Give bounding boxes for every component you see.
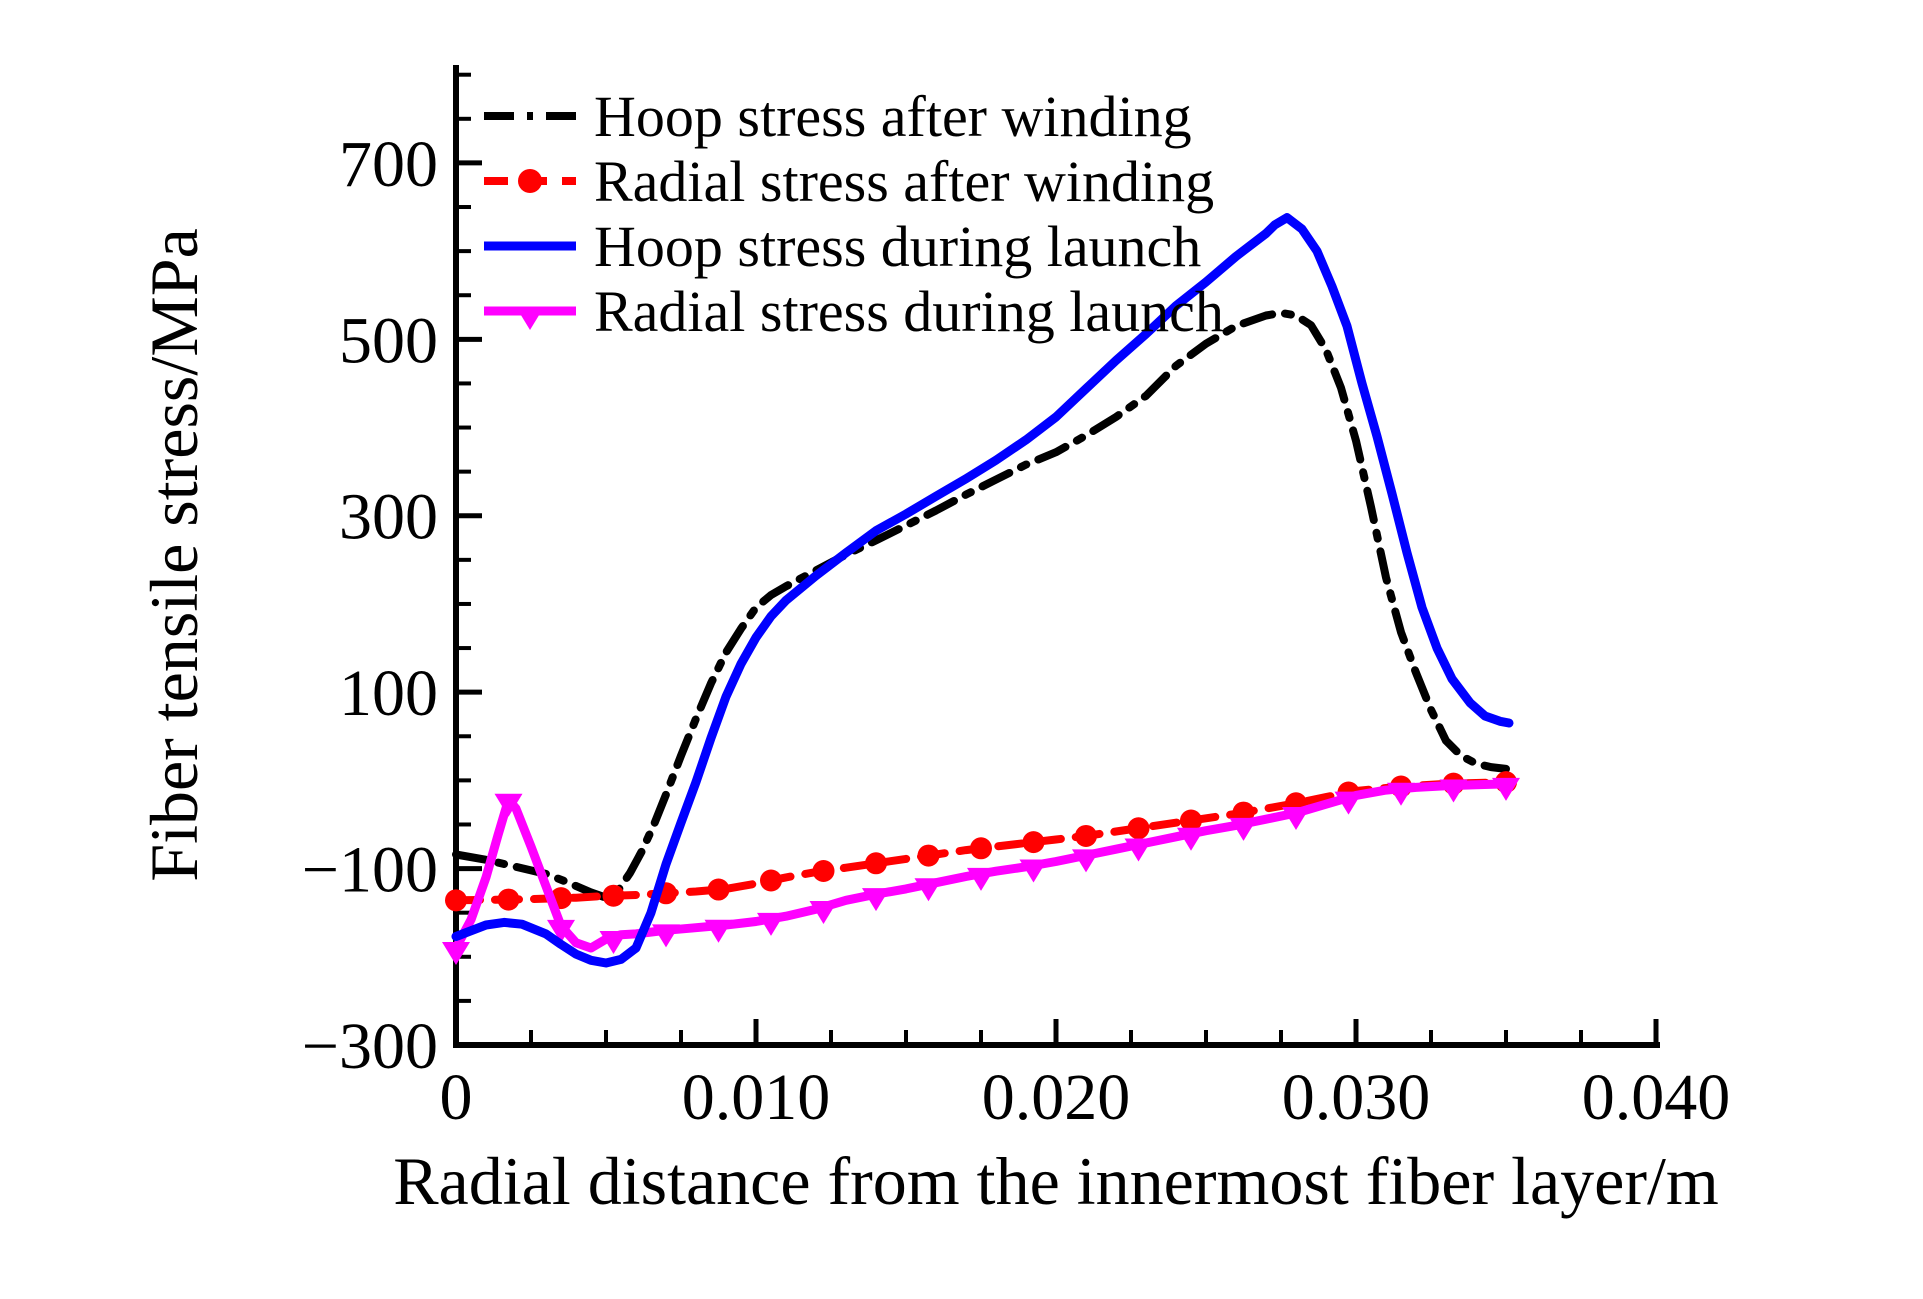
legend-label-radial-during-launch: Radial stress during launch [594,279,1224,344]
series-radial-stress-after-winding-marker [707,878,730,901]
legend-sample-triangle-marker [516,307,544,330]
series-radial-stress-during-launch-marker [862,888,890,912]
series-radial-stress-after-winding-marker [1075,824,1097,847]
y-tick-label: 700 [339,128,438,201]
series-radial-stress-during-launch-marker [442,941,470,965]
series-radial-stress-during-launch-marker [1177,827,1205,851]
series-radial-stress-during-launch-marker [1334,791,1363,815]
legend-label-hoop-after-winding: Hoop stress after winding [594,84,1192,149]
series-radial-stress-after-winding-marker [760,869,782,892]
y-tick-label: −300 [302,1010,438,1083]
legend-label-hoop-during-launch: Hoop stress during launch [594,214,1201,279]
x-tick-label: 0.020 [982,1061,1131,1134]
series-hoop-stress-after-winding [452,308,1510,902]
series-radial-stress-during-launch-marker [809,900,838,924]
series-radial-stress-during-launch-marker [1124,838,1153,862]
series-radial-stress-after-winding-marker [970,837,992,860]
series-radial-stress-during-launch-marker [1072,849,1100,873]
series-radial-stress-during-launch-marker [547,919,575,943]
series-radial-stress-during-launch-marker [1439,779,1468,803]
series-radial-stress-during-launch-marker [1282,807,1310,831]
series-radial-stress-after-winding-marker [917,844,940,867]
y-tick-label: 100 [339,657,438,730]
x-tick-label: 0.010 [682,1061,831,1134]
series-radial-stress-during-launch-marker [494,793,523,817]
series-radial-stress-during-launch-marker [1229,817,1258,841]
x-axis-title: Radial distance from the innermost fiber… [393,1143,1719,1219]
series-radial-stress-during-launch-marker [1019,859,1048,883]
series-radial-stress-after-winding-marker [1022,831,1045,854]
x-tick-label: 0.040 [1582,1061,1731,1134]
y-tick-label: 300 [339,481,438,554]
series-hoop-stress-after-winding-line [452,308,1510,902]
series-radial-stress-after-winding-marker [1180,809,1202,832]
legend-label-radial-after-winding: Radial stress after winding [594,149,1214,214]
y-axis-title: Fiber tensile stress/MPa [136,228,212,882]
series-radial-stress-during-launch-marker [914,878,943,902]
series-radial-stress-during-launch-marker [1387,782,1415,806]
series-radial-stress-after-winding-marker [812,860,835,883]
series-radial-stress-after-winding-marker [1127,817,1150,840]
series-radial-stress-after-winding-marker [865,852,887,875]
series-radial-stress-during-launch-marker [704,919,733,943]
series-radial-stress-during-launch-marker [652,924,680,948]
series-hoop-stress-during-launch [451,213,1514,968]
legend-samples [484,112,576,330]
series-radial-stress-after-winding-marker [602,884,625,907]
x-tick-label: 0.030 [1282,1061,1431,1134]
series-radial-stress-during-launch-marker [967,867,995,891]
series-radial-stress-during-launch [442,777,1520,965]
series-radial-stress-during-launch-marker [1492,777,1520,801]
series-hoop-stress-during-launch-line [451,213,1514,968]
series-radial-stress-during-launch-marker [757,912,785,936]
series-radial-stress-during-launch-marker [599,930,628,954]
series-radial-stress-after-winding-marker [445,889,467,912]
y-tick-label: 500 [339,304,438,377]
series-radial-stress-after-winding-marker [497,888,520,911]
legend-sample-circle-marker [518,169,542,193]
legend: Hoop stress after winding Radial stress … [484,84,1224,344]
x-tick-label: 0 [440,1061,473,1134]
y-tick-label: −100 [302,834,438,907]
